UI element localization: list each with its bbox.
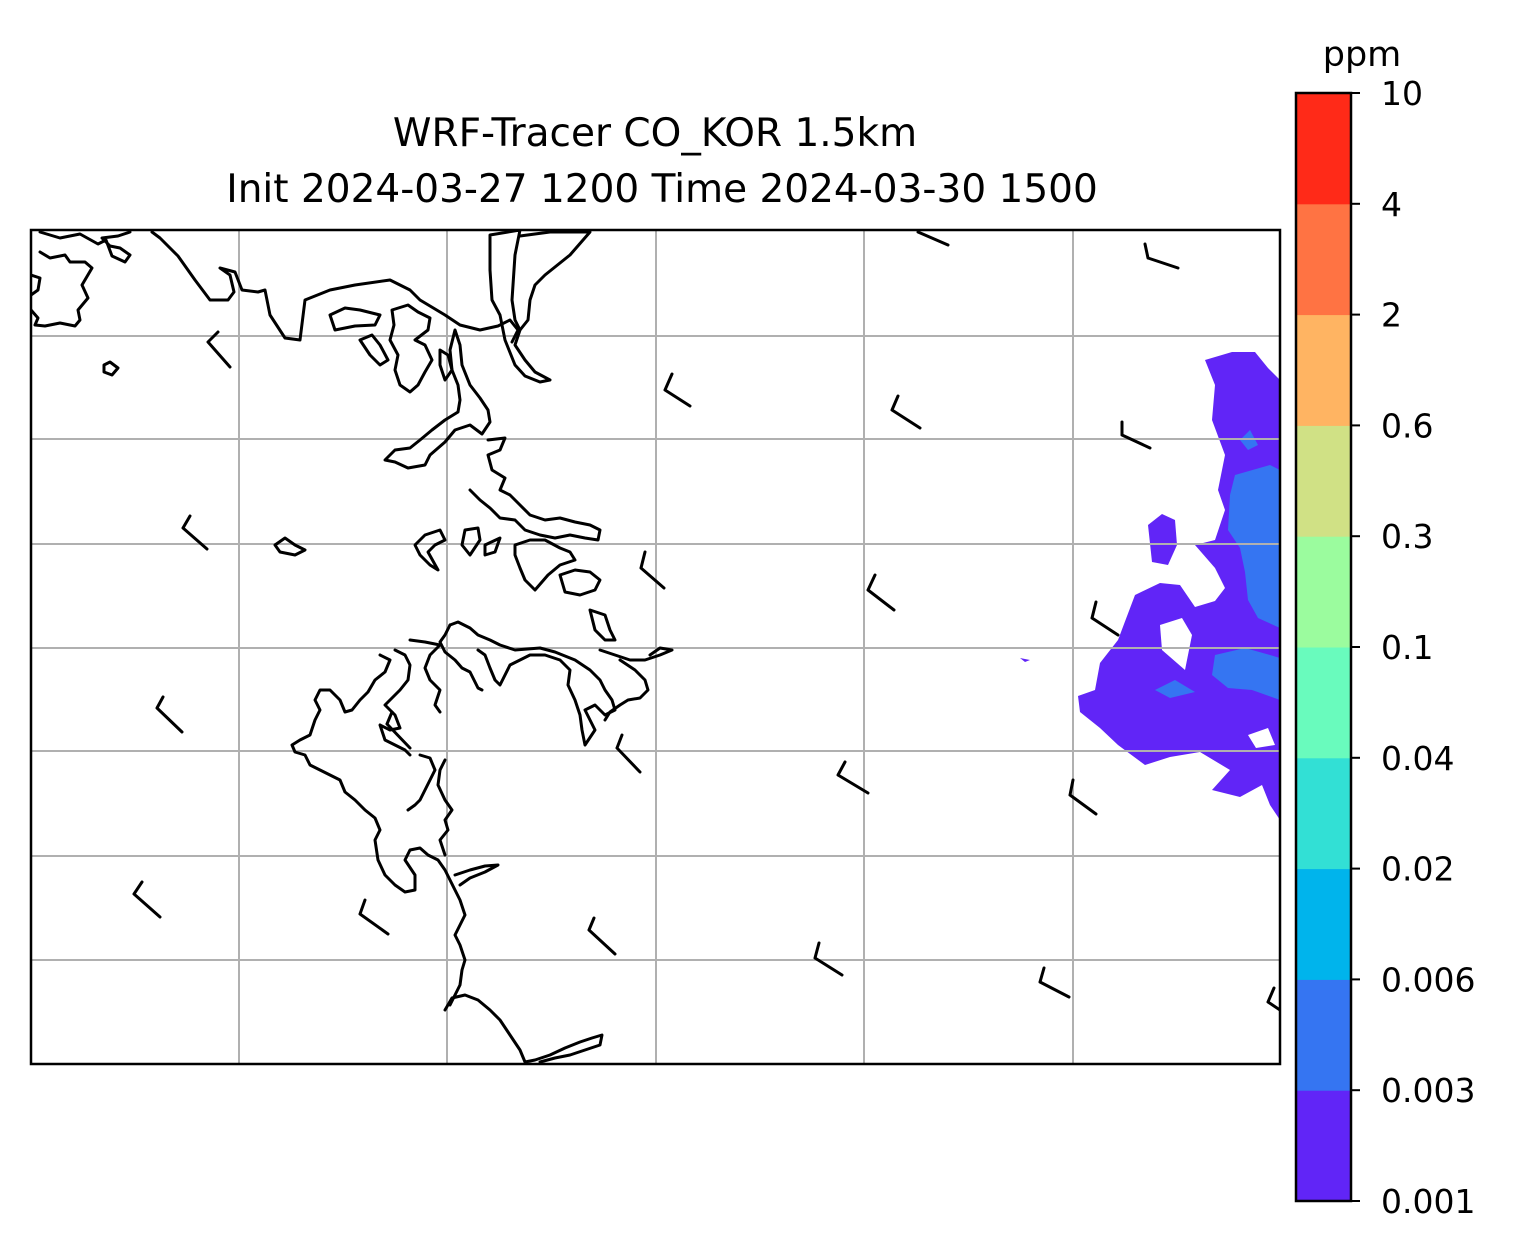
- colorbar-tick-label: 0.001: [1381, 1182, 1475, 1221]
- colorbar-band: [1296, 868, 1351, 980]
- wind-barbs: [132, 230, 1280, 1012]
- coastlines: [31, 230, 674, 1064]
- colorbar-tick-label: 10: [1381, 74, 1423, 113]
- colorbar-tick-label: 0.006: [1381, 960, 1475, 999]
- colorbar-band: [1296, 647, 1351, 759]
- gridlines: [31, 230, 1280, 1064]
- colorbar-band: [1296, 314, 1351, 426]
- colorbar-tick-label: 0.003: [1381, 1071, 1475, 1110]
- colorbar: 0.001 0.003 0.006 0.02 0.04 0.1 0.3 0.6 2 4 10 ppm: [1294, 35, 1475, 1221]
- colorbar-tick-label: 2: [1381, 296, 1402, 335]
- colorbar-bands: [1296, 93, 1351, 1202]
- colorbar-tick-label: 0.1: [1381, 628, 1433, 667]
- colorbar-band: [1296, 757, 1351, 870]
- colorbar-band: [1296, 1090, 1351, 1202]
- colorbar-band: [1296, 203, 1351, 316]
- colorbar-tick-label: 0.04: [1381, 739, 1454, 778]
- colorbar-tick-label: 0.6: [1381, 406, 1433, 445]
- colorbar-band: [1296, 536, 1351, 648]
- colorbar-ticks: 0.001 0.003 0.006 0.02 0.04 0.1 0.3 0.6 2 4 10: [1351, 74, 1475, 1221]
- colorbar-tick-label: 0.3: [1381, 517, 1433, 556]
- colorbar-unit-label: ppm: [1323, 35, 1402, 75]
- colorbar-band: [1296, 979, 1351, 1091]
- concentration-fill: [1020, 352, 1280, 820]
- title-line-2: Init 2024-03-27 1200 Time 2024-03-30 150…: [226, 167, 1098, 212]
- colorbar-band: [1296, 93, 1351, 205]
- colorbar-tick-label: 4: [1381, 185, 1402, 224]
- colorbar-tick-label: 0.02: [1381, 850, 1454, 889]
- map-frame: [29, 228, 1282, 1066]
- colorbar-band: [1296, 425, 1351, 537]
- map-panel: [31, 230, 1280, 1064]
- title-line-1: WRF-Tracer CO_KOR 1.5km: [393, 111, 917, 156]
